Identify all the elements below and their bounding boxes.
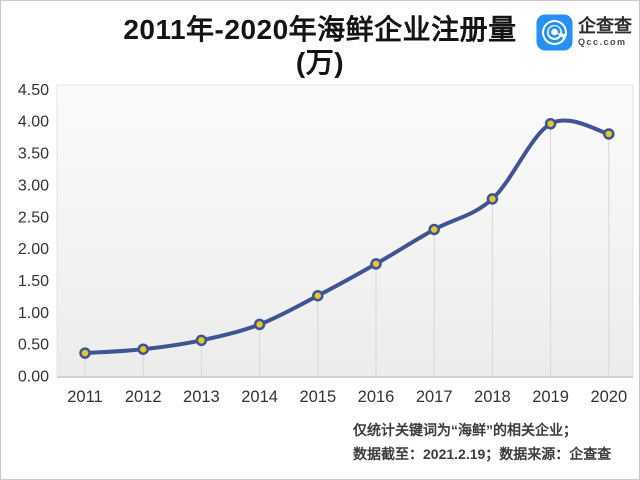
data-point-marker: [79, 347, 91, 359]
x-tick-label: 2015: [299, 388, 336, 406]
y-tick-label: 3.00: [18, 177, 49, 194]
data-source-notes: 仅统计关键词为“海鲜”的相关企业； 数据截至：2021.2.19；数据来源：企查…: [353, 422, 611, 470]
x-tick-label: 2011: [67, 388, 102, 406]
x-tick-label: 2018: [474, 388, 511, 406]
x-tick-label: 2013: [183, 388, 220, 406]
note-scope: 仅统计关键词为“海鲜”的相关企业；: [353, 422, 577, 438]
x-tick-label: 2017: [416, 388, 453, 406]
plot-area: 0.00 0.50 1.00 1.50 2.00 2.50 3.00 3.50 4.00 4.50…: [18, 82, 634, 406]
data-point-marker: [544, 117, 557, 130]
y-tick-label: 4.00: [18, 114, 49, 131]
qcc-logo-text: 企查查 Qcc.com: [578, 14, 632, 48]
y-tick-label: 2.00: [18, 241, 49, 258]
y-tick-label: 1.00: [18, 305, 49, 322]
series-line: [83, 118, 611, 356]
chart-title-line2: (万): [295, 47, 345, 78]
data-point-marker: [253, 318, 266, 331]
data-point-marker: [603, 128, 615, 140]
y-tick-label: 4.50: [18, 82, 49, 99]
x-tick-label: 2012: [125, 388, 162, 406]
data-point-marker: [370, 258, 382, 270]
data-point-marker: [486, 193, 499, 205]
chart-title: 2011年-2020年海鲜企业注册量 (万): [1, 13, 639, 79]
data-point-marker: [428, 223, 440, 236]
x-tick-label: 2019: [532, 388, 569, 406]
data-point-marker: [312, 289, 324, 302]
qcc-site-url: Qcc.com: [578, 37, 627, 47]
x-tick-label: 2020: [590, 388, 627, 406]
y-tick-label: 0.00: [18, 369, 49, 386]
qcc-brand-name: 企查查: [578, 16, 632, 36]
y-tick-label: 0.50: [18, 337, 49, 354]
x-tick-label: 2014: [241, 388, 278, 406]
data-point-marker: [137, 343, 149, 355]
chart-title-line1: 2011年-2020年海鲜企业注册量: [123, 14, 517, 45]
y-tick-label: 1.50: [18, 273, 49, 290]
note-source: 数据截至：2021.2.19；数据来源：企查查: [353, 446, 612, 462]
x-tick-label: 2016: [358, 388, 395, 406]
qcc-logo-icon: [536, 14, 573, 51]
qcc-logo: 企查查 Qcc.com: [536, 14, 632, 51]
data-point-marker: [195, 334, 208, 347]
y-tick-label: 3.50: [18, 146, 49, 163]
y-tick-label: 2.50: [18, 209, 49, 226]
